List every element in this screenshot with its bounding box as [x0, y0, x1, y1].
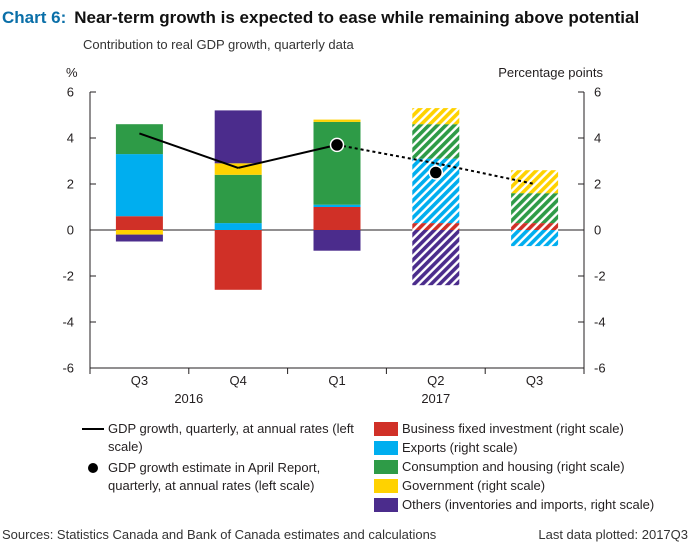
bar-segment: [412, 230, 460, 286]
legend-left: GDP growth, quarterly, at annual rates (…: [80, 420, 370, 498]
last-data-note: Last data plotted: 2017Q3: [538, 527, 688, 542]
legend-item-series: Business fixed investment (right scale): [374, 420, 694, 439]
legend-item-april-estimate: GDP growth estimate in April Report, qua…: [80, 459, 370, 495]
legend-swatch: [374, 441, 398, 455]
legend-item-series: Consumption and housing (right scale): [374, 458, 694, 477]
legend-label-april-estimate: GDP growth estimate in April Report, qua…: [108, 460, 321, 493]
right-tick-label: -2: [594, 269, 606, 284]
bar-segment: [412, 108, 460, 125]
left-tick-label: 4: [67, 131, 74, 146]
bar-segment: [313, 121, 361, 205]
left-tick-label: -2: [62, 269, 74, 284]
chart-plot: % Percentage points -6 -6 -4 -4 -2 -2 0 0 2 2 4 4 6 6 Q3…: [62, 65, 606, 406]
left-tick-label: 2: [67, 177, 74, 192]
legend-line-symbol: [82, 428, 104, 430]
legend-label-series: Government (right scale): [402, 478, 546, 493]
legend-right: Business fixed investment (right scale) E…: [374, 420, 694, 515]
bar-segment: [214, 230, 262, 290]
right-tick-label: -4: [594, 315, 606, 330]
right-tick-label: -6: [594, 361, 606, 376]
sources-note: Sources: Statistics Canada and Bank of C…: [2, 527, 437, 542]
chart-subtitle: Contribution to real GDP growth, quarter…: [83, 37, 354, 52]
left-tick-label: 6: [67, 85, 74, 100]
left-tick-label: 0: [67, 223, 74, 238]
right-tick-label: 2: [594, 177, 601, 192]
legend-item-series: Exports (right scale): [374, 439, 694, 458]
legend-swatch: [374, 422, 398, 436]
bar-segment: [511, 170, 559, 194]
legend-label-series: Business fixed investment (right scale): [402, 421, 624, 436]
legend-label-gdp-line: GDP growth, quarterly, at annual rates (…: [108, 421, 354, 454]
bar-segment: [313, 204, 361, 207]
bar-segment: [511, 223, 559, 230]
bar-segment: [115, 216, 163, 230]
chart-title: Near-term growth is expected to ease whi…: [74, 8, 640, 27]
bar-segment: [313, 119, 361, 122]
x-tick-label: Q3: [526, 373, 543, 388]
april-estimate-dot: [428, 165, 444, 180]
year-label: 2017: [421, 391, 450, 406]
bar-segment: [214, 174, 262, 224]
legend-label-series: Others (inventories and imports, right s…: [402, 497, 655, 512]
year-label: 2016: [174, 391, 203, 406]
gdp-line-segment: [237, 143, 338, 169]
bar-segment: [412, 223, 460, 230]
legend-item-series: Others (inventories and imports, right s…: [374, 496, 694, 515]
bar-segment: [313, 230, 361, 251]
bar-segment: [214, 223, 262, 230]
gdp-line-segment: [139, 132, 239, 169]
bar-segment: [214, 163, 262, 175]
legend-dot-symbol: [88, 463, 98, 473]
gdp-line-projected-segment: [336, 143, 436, 165]
right-tick-label: 4: [594, 131, 601, 146]
legend-swatch: [374, 479, 398, 493]
bar-segment: [511, 193, 559, 224]
legend-item-series: Government (right scale): [374, 477, 694, 496]
x-tick-label: Q1: [328, 373, 345, 388]
bar-segment: [214, 110, 262, 164]
bar-segment: [511, 230, 559, 247]
bar-segment: [412, 124, 460, 159]
april-estimate-dot: [329, 137, 345, 153]
bar-segment: [115, 230, 163, 235]
right-tick-label: 6: [594, 85, 601, 100]
left-tick-label: -4: [62, 315, 74, 330]
chart-header: Chart 6: Near-term growth is expected to …: [2, 8, 639, 28]
left-axis-title: %: [66, 65, 78, 80]
gdp-line-projected-segment: [435, 162, 535, 185]
right-tick-label: 0: [594, 223, 601, 238]
x-tick-label: Q2: [427, 373, 444, 388]
legend-swatch: [374, 460, 398, 474]
x-tick-label: Q4: [230, 373, 247, 388]
bar-segment: [313, 207, 361, 230]
left-tick-label: -6: [62, 361, 74, 376]
legend-label-series: Consumption and housing (right scale): [402, 459, 625, 474]
right-axis-title: Percentage points: [498, 65, 603, 80]
bar-segment: [115, 234, 163, 242]
chart-number: Chart 6:: [2, 8, 67, 27]
legend-swatch: [374, 498, 398, 512]
legend-item-gdp-line: GDP growth, quarterly, at annual rates (…: [80, 420, 370, 456]
x-tick-label: Q3: [131, 373, 148, 388]
bar-segment: [115, 154, 163, 217]
legend-label-series: Exports (right scale): [402, 440, 518, 455]
